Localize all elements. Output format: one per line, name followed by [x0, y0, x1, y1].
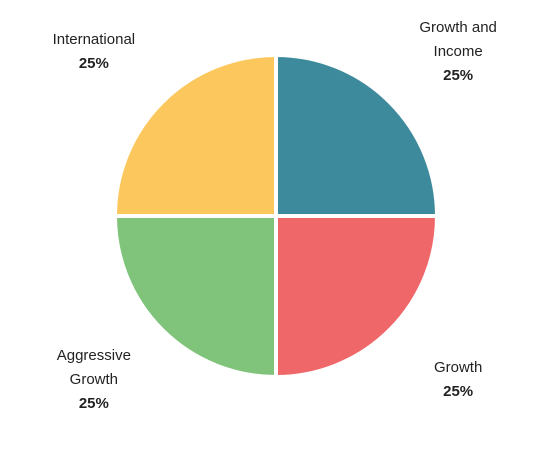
category-label: Growth and Income — [419, 19, 497, 61]
slice-label: Growth and Income 25% — [398, 16, 518, 88]
category-label: Aggressive Growth — [56, 346, 131, 388]
value-label: 25% — [78, 394, 109, 412]
value-label: 25% — [443, 382, 474, 400]
value-label: 25% — [78, 55, 109, 73]
pie-slice — [274, 214, 440, 380]
value-label: 25% — [443, 67, 474, 85]
pie-slice — [112, 214, 278, 380]
slice-label: Growth 25% — [398, 356, 518, 404]
category-label: International — [52, 31, 136, 49]
slice-label: Aggressive Growth 25% — [34, 344, 154, 416]
pie-slice — [112, 52, 278, 218]
category-label: Growth — [433, 358, 483, 376]
pie-slice — [274, 52, 440, 218]
slice-label: International 25% — [34, 28, 154, 76]
